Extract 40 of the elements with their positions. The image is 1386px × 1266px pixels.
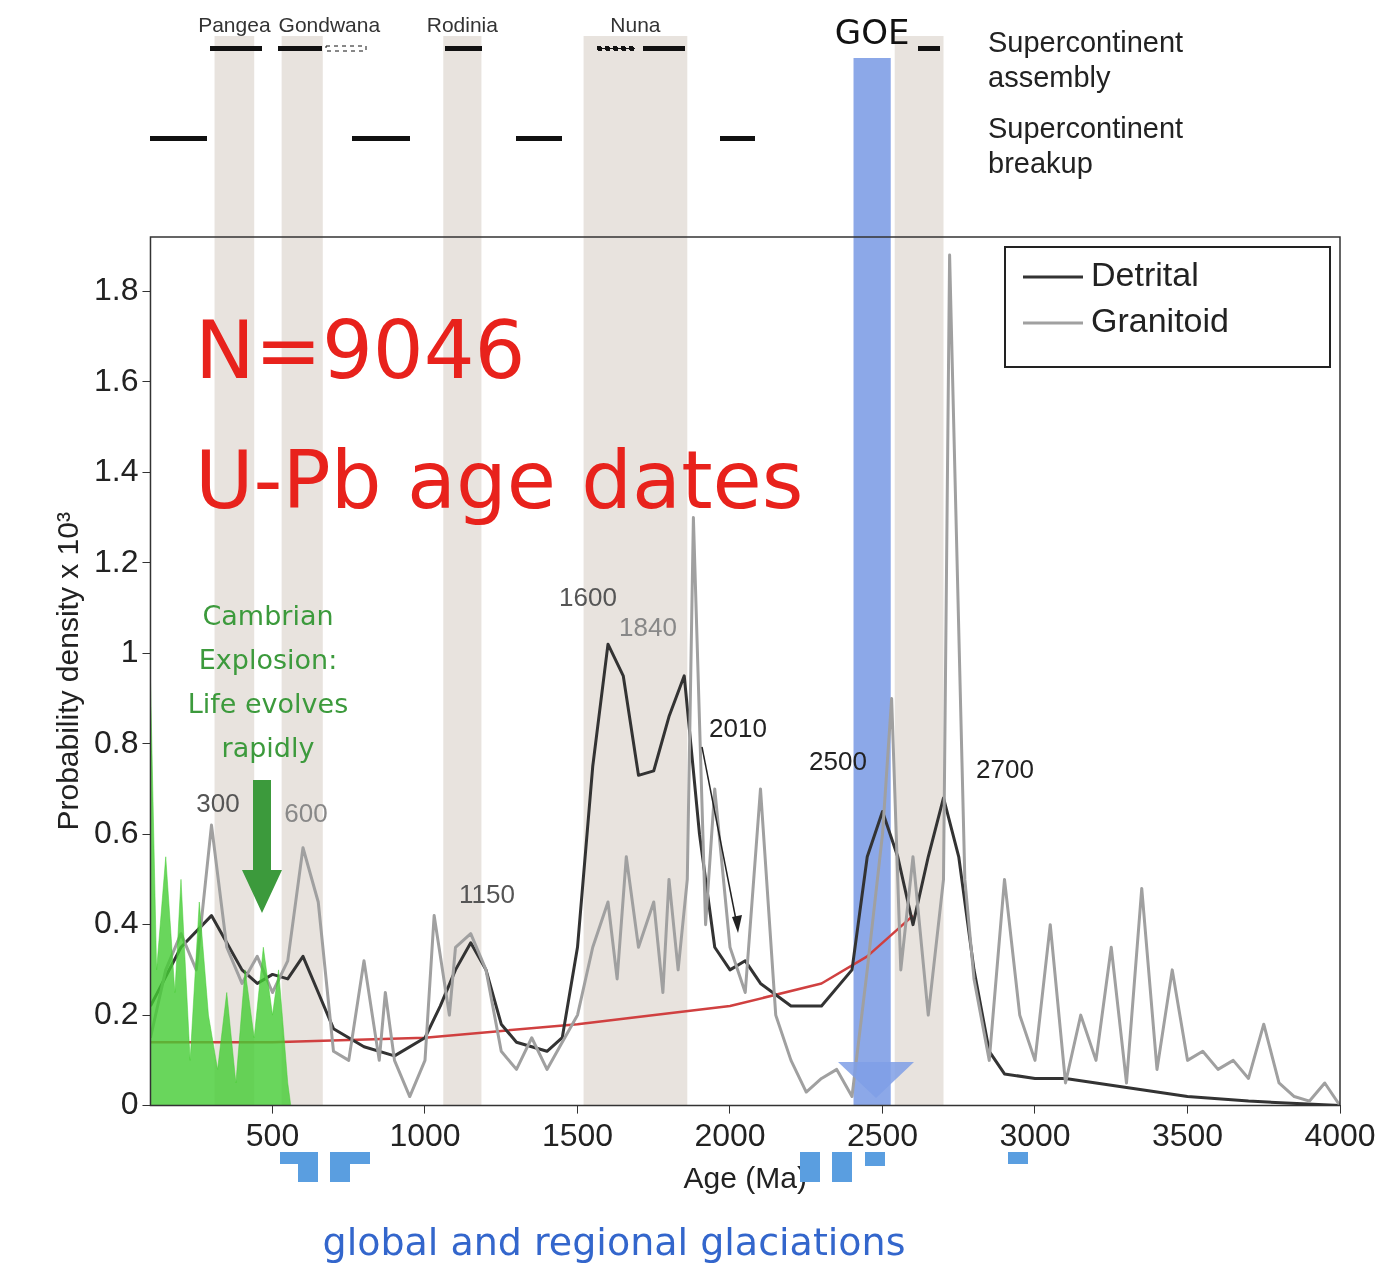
x-tick-label: 4000 [1304,1116,1376,1153]
x-tick-label: 3500 [1151,1116,1224,1153]
annotation: 2010 [709,713,767,743]
legend-label: Detrital [1091,255,1199,294]
annotation: N=9046 [195,304,526,397]
legend-label: Granitoid [1091,301,1229,340]
annotation: 2700 [976,754,1034,784]
y-axis-title: Probability density x 10³ [51,512,85,831]
y-tick-label: 1.4 [94,452,139,489]
annotation: 1150 [459,879,515,909]
text: Supercontinent assembly [988,26,1184,93]
band-label: Gondwana [278,13,381,36]
y-tick-label: 0.4 [94,904,139,941]
band-label: Pangea [198,13,271,36]
y-tick-label: 0.8 [94,723,139,760]
y-tick-label: 1.8 [94,271,139,308]
band-label: GOE [834,12,910,52]
x-tick-label: 2000 [694,1116,766,1153]
annotation: Cambrian Explosion: Life evolves rapidly [187,600,349,763]
annotation: 300 [196,788,240,818]
annotation: 1840 [619,612,677,642]
text: Supercontinent breakup [988,112,1184,179]
y-tick-label: 0 [120,1085,139,1122]
annotation: 600 [284,798,328,828]
annotation: 2500 [809,746,867,776]
text: global and regional glaciations [322,1220,906,1264]
x-tick-label: 3000 [999,1116,1071,1153]
y-tick-label: 1.6 [94,361,139,398]
y-tick-label: 1 [120,633,139,670]
annotation: 1600 [559,582,617,612]
y-tick-label: 0.6 [94,813,139,850]
x-tick-label: 1500 [541,1116,614,1153]
x-tick-label: 500 [245,1116,300,1153]
x-tick-label: 1000 [389,1116,461,1153]
band-label: Rodinia [426,13,499,36]
annotation: U-Pb age dates [195,434,804,527]
band-label: Nuna [610,13,661,36]
y-tick-label: 1.2 [94,542,139,579]
y-tick-label: 0.2 [94,994,139,1031]
x-tick-label: 2500 [846,1116,919,1153]
